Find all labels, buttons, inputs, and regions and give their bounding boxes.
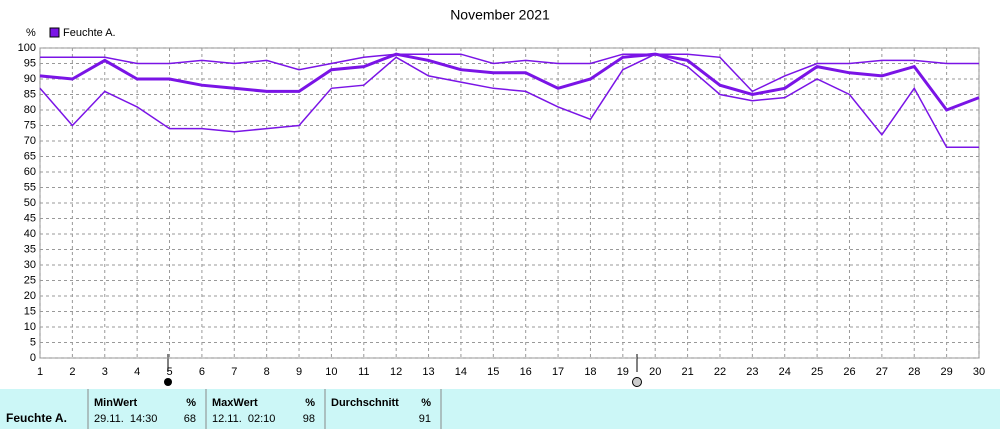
y-tick-label: 95: [24, 57, 36, 69]
x-tick-label: 7: [231, 366, 237, 378]
y-tick-label: 5: [30, 336, 36, 348]
stats-unit: %: [186, 397, 196, 409]
sun-icon: [164, 378, 172, 386]
y-tick-label: 70: [24, 135, 36, 147]
y-tick-label: 55: [24, 181, 36, 193]
y-tick-label: 10: [24, 321, 36, 333]
x-tick-label: 13: [422, 366, 434, 378]
x-tick-label: 12: [390, 366, 402, 378]
y-tick-label: 45: [24, 212, 36, 224]
stats-table: [0, 389, 1000, 429]
stats-header: MaxWert: [212, 397, 258, 409]
y-tick-label: 0: [30, 352, 36, 364]
y-tick-label: 65: [24, 150, 36, 162]
line-max: [40, 53, 979, 93]
x-tick-label: 14: [455, 366, 467, 378]
y-tick-label: 40: [24, 228, 36, 240]
y-tick-label: 15: [24, 305, 36, 317]
x-tick-label: 30: [973, 366, 985, 378]
x-tick-label: 15: [487, 366, 499, 378]
stats-row-label: Feuchte A.: [6, 411, 67, 425]
x-tick-label: 10: [325, 366, 337, 378]
y-tick-label: 60: [24, 166, 36, 178]
legend-swatch: [49, 27, 60, 38]
x-tick-label: 24: [779, 366, 791, 378]
y-tick-label: 85: [24, 88, 36, 100]
x-tick-label: 3: [102, 366, 108, 378]
y-axis-label: %: [26, 27, 36, 39]
stats-value: 98: [303, 413, 315, 425]
x-tick-label: 17: [552, 366, 564, 378]
y-tick-label: 50: [24, 197, 36, 209]
x-tick-label: 2: [69, 366, 75, 378]
x-tick-label: 8: [264, 366, 270, 378]
x-tick-label: 28: [908, 366, 920, 378]
x-tick-label: 19: [617, 366, 629, 378]
y-tick-label: 35: [24, 243, 36, 255]
legend-label: Feuchte A.: [63, 27, 116, 39]
stats-value: 68: [184, 413, 196, 425]
y-tick-label: 90: [24, 73, 36, 85]
stats-header: Durchschnitt: [331, 397, 399, 409]
y-tick-label: 20: [24, 290, 36, 302]
x-tick-label: 29: [940, 366, 952, 378]
x-tick-label: 21: [681, 366, 693, 378]
y-tick-label: 80: [24, 104, 36, 116]
x-tick-label: 5: [166, 366, 172, 378]
x-tick-label: 22: [714, 366, 726, 378]
stats-header: MinWert: [94, 397, 138, 409]
stats-time: 29.11. 14:30: [94, 413, 157, 425]
y-tick-label: 30: [24, 259, 36, 271]
x-tick-label: 26: [843, 366, 855, 378]
x-tick-label: 6: [199, 366, 205, 378]
x-tick-label: 27: [876, 366, 888, 378]
y-tick-label: 100: [18, 42, 36, 54]
stats-time: 12.11. 02:10: [212, 413, 275, 425]
chart-title: November 2021: [450, 7, 550, 23]
stats-lines: [87, 389, 442, 429]
stats-unit: %: [305, 397, 315, 409]
x-tick-label: 4: [134, 366, 140, 378]
y-tick-label: 25: [24, 274, 36, 286]
x-tick-label: 1: [37, 366, 43, 378]
x-tick-label: 16: [520, 366, 532, 378]
x-tick-label: 11: [358, 366, 369, 378]
x-tick-label: 25: [811, 366, 823, 378]
moon-icon: [632, 377, 642, 387]
line-min: [39, 53, 979, 148]
x-tick-label: 9: [296, 366, 302, 378]
x-tick-label: 23: [746, 366, 758, 378]
x-tick-label: 20: [649, 366, 661, 378]
stats-value: 91: [419, 413, 431, 425]
line-mean: [39, 52, 980, 112]
x-tick-label: 18: [584, 366, 596, 378]
stats-unit: %: [421, 397, 431, 409]
y-tick-label: 75: [24, 119, 36, 131]
